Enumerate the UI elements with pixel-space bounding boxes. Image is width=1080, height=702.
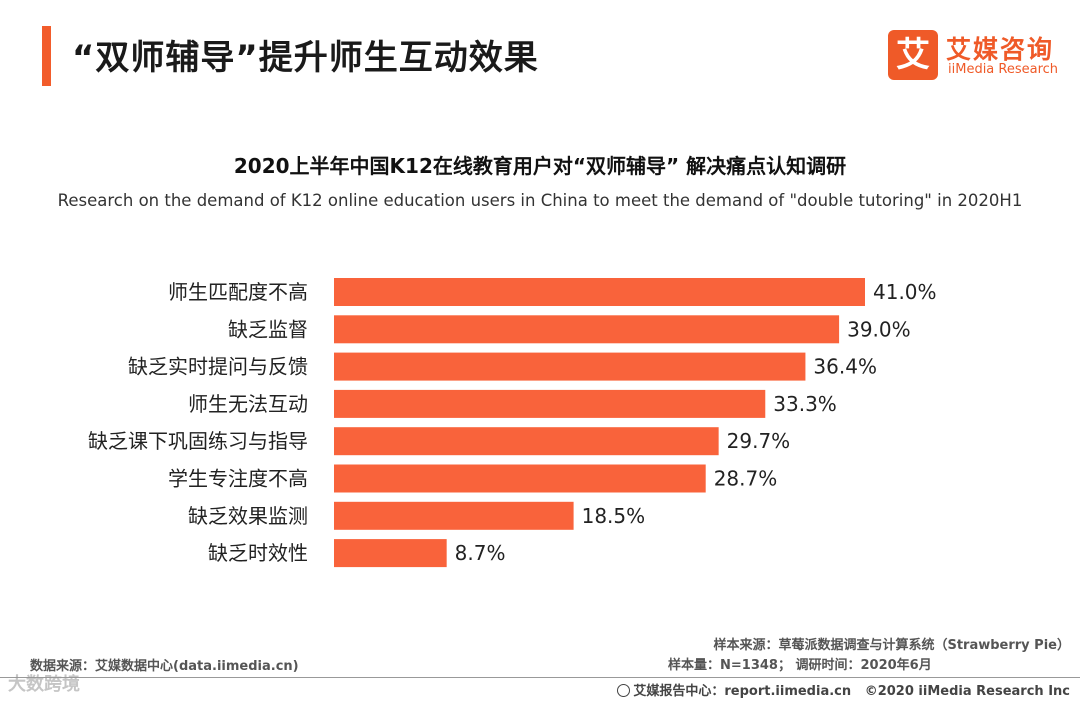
iimedia-logo: 艾 艾媒咨询 iiMedia Research: [888, 30, 1068, 82]
logo-chinese-name: 艾媒咨询: [946, 35, 1055, 64]
logo-english-name: iiMedia Research: [948, 62, 1059, 77]
bar: [334, 389, 766, 418]
value-label: 28.7%: [714, 467, 778, 491]
category-label: 缺乏时效性: [208, 541, 308, 565]
category-label: 缺乏实时提问与反馈: [128, 355, 308, 379]
value-label: 29.7%: [727, 429, 791, 453]
chart-title: 2020上半年中国K12在线教育用户对“双师辅导” 解决痛点认知调研: [233, 154, 847, 178]
logo-mark-icon: 艾: [888, 30, 938, 80]
sample-info: 样本量：N=1348； 调研时间：2020年6月: [668, 658, 932, 673]
category-label: 师生无法互动: [188, 392, 308, 416]
globe-icon: [617, 684, 631, 697]
category-label: 师生匹配度不高: [168, 280, 308, 304]
value-label: 36.4%: [813, 355, 877, 379]
bar: [334, 501, 574, 530]
category-label: 缺乏课下巩固练习与指导: [88, 429, 308, 453]
value-label: 18.5%: [582, 504, 646, 528]
category-label: 缺乏效果监测: [188, 504, 308, 528]
bar: [334, 278, 865, 306]
watermark: 大数跨境: [8, 674, 80, 695]
sample-source: 样本来源：草莓派数据调查与计算系统（Strawberry Pie）: [713, 638, 1070, 653]
bar: [334, 352, 806, 381]
page-title: “双师辅导”提升师生互动效果: [72, 38, 539, 78]
chart-subtitle: Research on the demand of K12 online edu…: [57, 191, 1023, 210]
value-label: 33.3%: [773, 392, 837, 416]
value-label: 8.7%: [455, 541, 506, 565]
title-accent-bar: [42, 26, 51, 86]
bar: [334, 315, 840, 344]
value-label: 39.0%: [847, 317, 911, 341]
data-source: 数据来源：艾媒数据中心(data.iimedia.cn): [30, 659, 299, 674]
category-label: 缺乏监督: [228, 317, 308, 341]
footer-divider: [0, 677, 1080, 678]
report-center-link[interactable]: 艾媒报告中心：report.iimedia.cn: [633, 684, 852, 699]
footer: 艾媒报告中心：report.iimedia.cn ©2020 iiMedia R…: [617, 680, 1070, 699]
value-label: 41.0%: [873, 280, 937, 304]
category-label: 学生专注度不高: [168, 467, 308, 491]
bar: [334, 464, 706, 493]
bar: [334, 427, 719, 456]
bar: [334, 539, 447, 568]
copyright: ©2020 iiMedia Research Inc: [864, 684, 1070, 699]
